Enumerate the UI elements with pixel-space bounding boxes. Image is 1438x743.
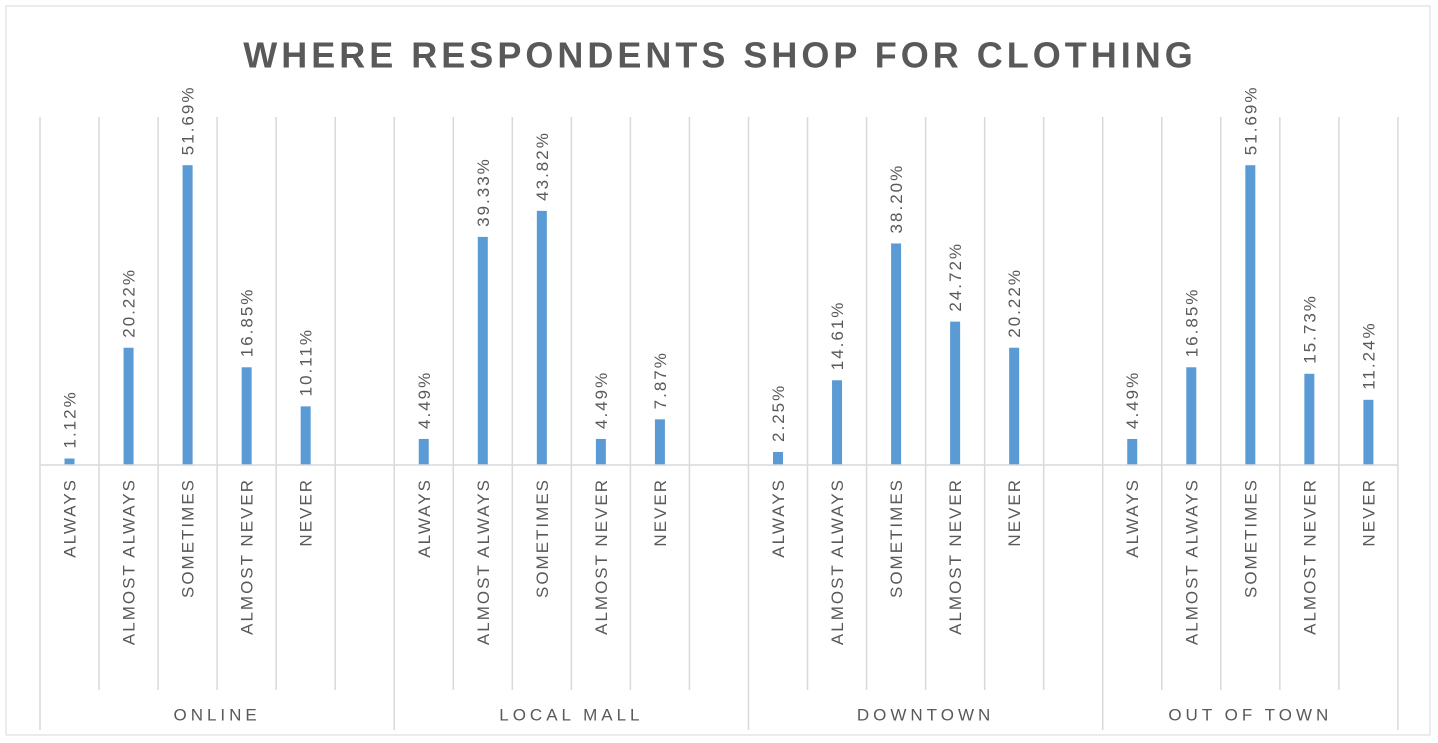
chart-title: WHERE RESPONDENTS SHOP FOR CLOTHING	[243, 35, 1196, 76]
bar	[64, 458, 75, 465]
x-tick-label: SOMETIMES	[1241, 478, 1260, 598]
group-label: OUT OF TOWN	[1168, 705, 1332, 724]
bar	[123, 347, 134, 465]
value-label: 51.69%	[1241, 86, 1260, 156]
x-tick-label: ALMOST ALWAYS	[1182, 478, 1201, 645]
bar	[950, 321, 961, 465]
value-label: 15.73%	[1300, 294, 1319, 364]
value-label: 20.22%	[1005, 268, 1024, 338]
x-tick-label: ALWAYS	[769, 478, 788, 558]
bar	[595, 438, 606, 465]
x-tick-label: ALMOST ALWAYS	[828, 478, 847, 645]
x-tick-label: NEVER	[297, 478, 316, 547]
x-tick-label: ALWAYS	[415, 478, 434, 558]
value-label: 20.22%	[120, 268, 139, 338]
value-label: 14.61%	[828, 301, 847, 371]
x-tick-label: NEVER	[1359, 478, 1378, 547]
x-tick-label: ALMOST NEVER	[238, 478, 257, 635]
group-label: LOCAL MALL	[499, 705, 643, 724]
x-tick-label: SOMETIMES	[533, 478, 552, 598]
value-label: 4.49%	[415, 371, 434, 429]
x-tick-label: NEVER	[1005, 478, 1024, 547]
value-label: 2.25%	[769, 384, 788, 442]
value-label: 4.49%	[592, 371, 611, 429]
value-label: 43.82%	[533, 131, 552, 201]
bar	[1245, 165, 1256, 465]
x-tick-label: ALWAYS	[61, 478, 80, 558]
bar	[1186, 367, 1197, 465]
bar	[1009, 347, 1020, 465]
group-label: DOWNTOWN	[857, 705, 994, 724]
value-label: 11.24%	[1359, 321, 1378, 389]
x-tick-label: SOMETIMES	[887, 478, 906, 598]
bar	[773, 451, 783, 465]
value-label: 4.49%	[1123, 371, 1142, 429]
group-label: ONLINE	[173, 705, 260, 724]
chart-frame	[5, 5, 1431, 736]
x-tick-label: ALWAYS	[1123, 478, 1142, 558]
bar	[1304, 373, 1315, 465]
x-tick-label: ALMOST NEVER	[592, 478, 611, 635]
bar	[418, 438, 429, 465]
value-label: 10.11%	[297, 328, 316, 396]
bar	[300, 406, 311, 465]
bar	[1127, 438, 1138, 465]
x-tick-label: ALMOST ALWAYS	[474, 478, 493, 645]
bar	[241, 367, 252, 465]
x-tick-label: ALMOST NEVER	[946, 478, 965, 635]
value-label: 7.87%	[651, 351, 670, 409]
bar	[477, 236, 488, 465]
bar	[832, 380, 843, 465]
value-label: 16.85%	[238, 288, 257, 358]
bar	[182, 165, 193, 465]
value-label: 24.72%	[946, 242, 965, 312]
x-tick-label: NEVER	[651, 478, 670, 547]
bar	[891, 243, 902, 465]
x-tick-label: ALMOST ALWAYS	[120, 478, 139, 645]
bar	[654, 419, 665, 465]
value-label: 16.85%	[1182, 288, 1201, 358]
bar	[536, 210, 547, 465]
x-tick-label: SOMETIMES	[179, 478, 198, 598]
x-tick-label: ALMOST NEVER	[1300, 478, 1319, 635]
value-label: 1.12%	[61, 390, 80, 448]
value-label: 51.69%	[179, 86, 198, 156]
value-label: 39.33%	[474, 157, 493, 227]
value-label: 38.20%	[887, 164, 906, 234]
bar	[1363, 399, 1374, 465]
